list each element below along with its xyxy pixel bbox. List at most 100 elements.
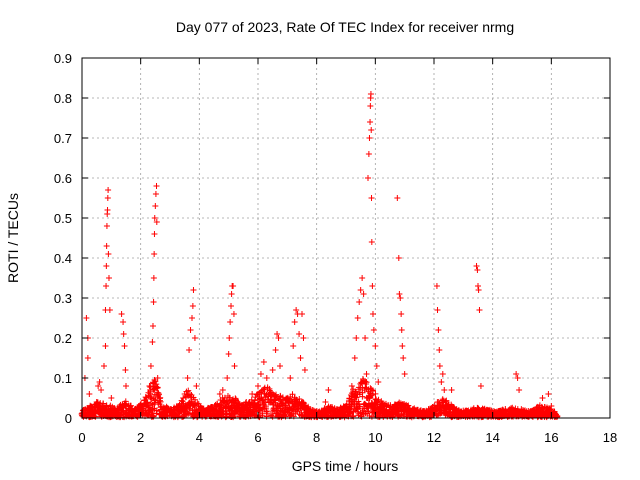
data-point: [123, 383, 129, 389]
data-point: [277, 363, 283, 369]
data-point: [185, 387, 192, 394]
data-point: [367, 103, 374, 109]
data-point: [230, 311, 237, 317]
x-tick-label: 10: [368, 430, 382, 445]
data-point: [365, 175, 371, 181]
data-point: [264, 410, 271, 417]
data-point: [121, 343, 128, 349]
data-point: [95, 383, 102, 389]
data-point: [287, 412, 294, 419]
data-point: [154, 384, 161, 391]
data-point: [83, 315, 90, 321]
data-point: [193, 383, 200, 389]
y-tick-label: 0.2: [54, 331, 72, 346]
x-tick-label: 4: [196, 430, 203, 445]
data-point: [120, 319, 127, 325]
data-point: [180, 395, 187, 402]
data-point: [153, 410, 160, 417]
data-point: [98, 387, 105, 393]
data-point: [104, 195, 111, 201]
y-tick-label: 0.7: [54, 131, 72, 146]
data-point: [103, 283, 110, 289]
data-point: [153, 183, 160, 189]
data-point: [395, 255, 402, 261]
data-point: [263, 375, 270, 381]
y-tick-label: 0.1: [54, 371, 72, 386]
data-point: [103, 243, 110, 249]
data-point: [274, 331, 281, 337]
data-point: [273, 391, 280, 398]
data-point: [368, 127, 375, 133]
data-point: [548, 403, 555, 409]
data-point: [367, 119, 374, 125]
data-point: [394, 195, 401, 201]
data-point: [263, 413, 270, 420]
data-point: [477, 383, 484, 389]
data-point: [367, 91, 374, 97]
data-point: [155, 391, 162, 398]
data-point: [219, 387, 226, 393]
data-point: [104, 207, 111, 213]
data-point: [230, 283, 237, 289]
data-point: [355, 384, 362, 391]
x-tick-label: 2: [137, 430, 144, 445]
data-point: [372, 390, 379, 397]
data-point: [186, 347, 193, 353]
y-tick-label: 0.9: [54, 51, 72, 66]
data-point: [400, 355, 407, 361]
data-point: [269, 367, 276, 373]
y-tick-label: 0.3: [54, 291, 72, 306]
data-point: [476, 307, 483, 313]
data-point: [105, 275, 112, 281]
data-point: [150, 299, 157, 305]
data-point: [516, 387, 523, 393]
x-tick-label: 12: [427, 430, 441, 445]
data-point: [287, 375, 294, 381]
data-point: [149, 323, 156, 329]
data-point: [259, 397, 266, 404]
data-point: [102, 343, 109, 349]
x-tick-label: 6: [254, 430, 261, 445]
data-point: [441, 387, 448, 393]
data-point: [356, 299, 363, 305]
data-point: [92, 413, 99, 420]
y-tick-label: 0: [65, 411, 72, 426]
x-tick-label: 0: [78, 430, 85, 445]
data-point: [514, 375, 521, 381]
data-point: [187, 327, 194, 333]
data-point: [348, 383, 355, 389]
x-tick-label: 16: [544, 430, 558, 445]
data-point: [152, 191, 159, 197]
y-tick-label: 0.5: [54, 211, 72, 226]
data-point: [370, 327, 377, 333]
data-point: [127, 402, 134, 409]
data-point: [225, 351, 232, 357]
data-point: [434, 307, 441, 313]
data-point: [105, 187, 112, 193]
data-point: [290, 343, 297, 349]
data-point: [368, 239, 375, 245]
data-point: [296, 331, 303, 337]
data-point: [293, 307, 300, 313]
chart-title: Day 077 of 2023, Rate Of TEC Index for r…: [176, 19, 514, 35]
data-point: [442, 398, 449, 405]
data-point: [289, 391, 296, 398]
data-point: [106, 307, 113, 313]
data-point: [151, 251, 158, 257]
data-point: [122, 398, 129, 405]
data-point: [301, 367, 308, 373]
plot-frame: [81, 57, 611, 419]
data-point: [105, 251, 112, 257]
data-point: [153, 381, 160, 388]
data-point: [226, 394, 233, 401]
data-point: [213, 403, 220, 409]
data-point: [191, 335, 198, 341]
data-point: [438, 379, 445, 385]
data-point: [153, 407, 160, 414]
data-point: [360, 291, 367, 297]
data-point: [118, 311, 125, 317]
data-point: [356, 403, 363, 410]
data-point: [513, 371, 520, 377]
data-point: [473, 263, 480, 269]
